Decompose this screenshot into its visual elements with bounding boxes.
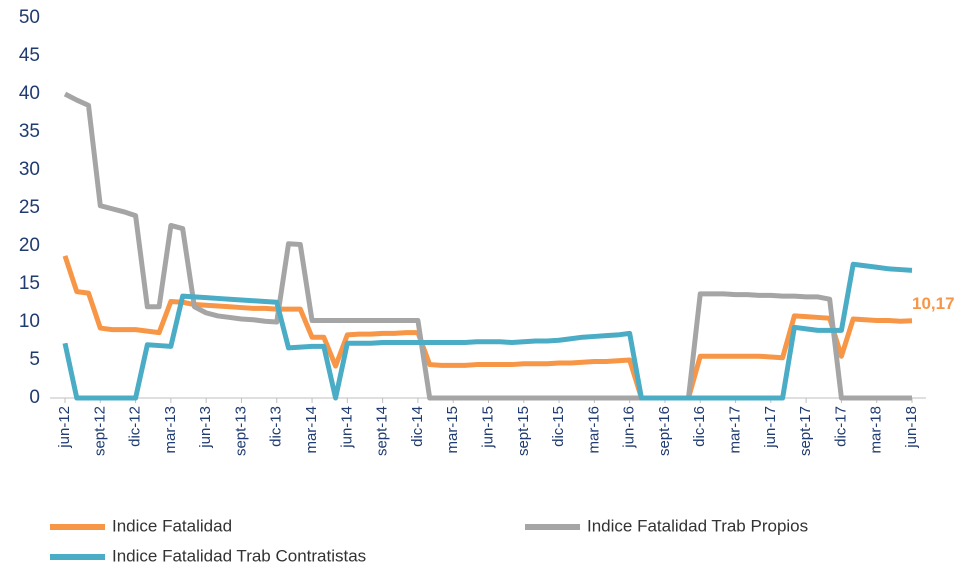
legend-label: Indice Fatalidad (112, 516, 232, 535)
x-tick-label: jun-15 (479, 406, 496, 449)
series-line (63, 91, 912, 401)
y-tick-label: 10 (19, 311, 40, 332)
x-tick-label: mar-13 (162, 406, 179, 454)
data-label: 10,17 (912, 294, 955, 313)
x-tick-label: jun-14 (338, 406, 355, 449)
y-tick-label: 30 (19, 159, 40, 180)
x-tick-label: dic-16 (691, 406, 708, 447)
x-tick-label: sept-13 (232, 406, 249, 456)
y-tick-label: 45 (19, 45, 40, 66)
x-tick-label: sept-12 (91, 406, 108, 456)
x-tick-label: mar-17 (727, 406, 744, 454)
legend-label: Indice Fatalidad Trab Propios (587, 516, 808, 535)
legend-label: Indice Fatalidad Trab Contratistas (112, 546, 366, 565)
x-tick-label: mar-14 (303, 406, 320, 454)
x-tick-label: sept-17 (797, 406, 814, 456)
x-tick-label: mar-18 (868, 406, 885, 454)
x-tick-label: sept-15 (515, 406, 532, 456)
y-tick-label: 25 (19, 197, 40, 218)
y-tick-label: 40 (19, 83, 40, 104)
y-tick-label: 5 (29, 349, 40, 370)
x-tick-label: jun-12 (56, 406, 73, 449)
x-tick-label: mar-16 (585, 406, 602, 454)
x-tick-label: sept-16 (656, 406, 673, 456)
y-tick-label: 15 (19, 273, 40, 294)
x-tick-label: dic-17 (832, 406, 849, 447)
x-tick-label: jun-18 (903, 406, 920, 449)
x-tick-label: dic-14 (409, 406, 426, 447)
x-tick-label: mar-15 (444, 406, 461, 454)
y-tick-label: 50 (19, 7, 40, 28)
y-tick-label: 20 (19, 235, 40, 256)
x-tick-label: jun-13 (197, 406, 214, 449)
x-tick-label: jun-16 (621, 406, 638, 449)
x-tick-label: dic-12 (127, 406, 144, 447)
series-line (62, 255, 913, 401)
series-line (62, 261, 913, 401)
x-tick-label: dic-15 (550, 406, 567, 447)
y-tick-label: 0 (29, 387, 40, 408)
x-tick-label: sept-14 (374, 406, 391, 456)
y-tick-label: 35 (19, 121, 40, 142)
x-tick-label: dic-13 (268, 406, 285, 447)
x-tick-label: jun-17 (762, 406, 779, 449)
